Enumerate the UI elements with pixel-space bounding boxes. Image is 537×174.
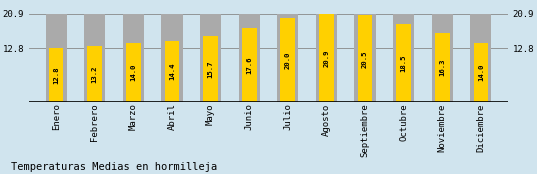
Bar [88, 46, 102, 102]
Bar [200, 14, 221, 102]
Bar [126, 43, 141, 102]
Text: 14.0: 14.0 [478, 64, 484, 81]
Bar [238, 14, 260, 102]
Text: 20.0: 20.0 [285, 51, 291, 69]
Text: 14.4: 14.4 [169, 63, 175, 80]
Text: 18.5: 18.5 [401, 54, 407, 72]
Text: 20.9: 20.9 [323, 49, 329, 67]
Text: Temperaturas Medias en hormilleja: Temperaturas Medias en hormilleja [11, 162, 217, 172]
Bar [280, 18, 295, 102]
Bar [242, 28, 257, 102]
Bar [319, 14, 333, 102]
Bar [165, 41, 179, 102]
Text: 13.2: 13.2 [92, 65, 98, 83]
Bar [358, 15, 372, 102]
Bar [393, 14, 414, 102]
Text: 15.7: 15.7 [208, 60, 214, 78]
Bar [432, 14, 453, 102]
Bar [470, 14, 491, 102]
Bar [316, 14, 337, 102]
Bar [474, 43, 488, 102]
Bar [123, 14, 144, 102]
Text: 12.8: 12.8 [53, 66, 59, 84]
Bar [396, 24, 411, 102]
Text: 16.3: 16.3 [439, 59, 445, 76]
Text: 17.6: 17.6 [246, 56, 252, 74]
Bar [161, 14, 183, 102]
Bar [354, 14, 376, 102]
Bar [49, 48, 63, 102]
Bar [46, 14, 67, 102]
Bar [84, 14, 105, 102]
Text: 20.5: 20.5 [362, 50, 368, 68]
Text: 14.0: 14.0 [130, 64, 136, 81]
Bar [435, 33, 449, 102]
Bar [204, 36, 218, 102]
Bar [277, 14, 299, 102]
